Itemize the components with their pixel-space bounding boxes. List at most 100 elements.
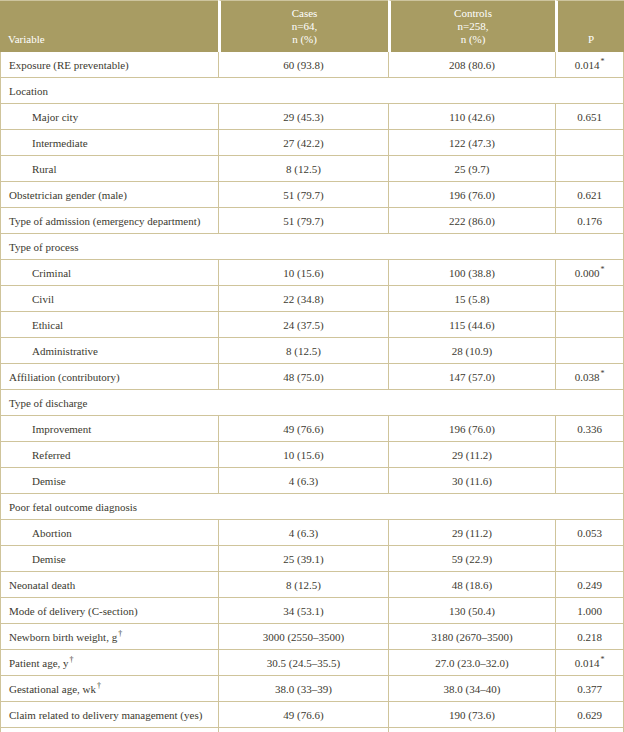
cases-cell: 49 (76.6) <box>218 416 388 442</box>
variable-cell: Type of admission (emergency department) <box>0 208 218 234</box>
variable-cell: Criminal <box>0 260 218 286</box>
table-row: Improvement49 (76.6)196 (76.0)0.336 <box>0 416 624 442</box>
p-value-cell <box>555 286 624 312</box>
variable-cell: Claim related to delivery management (ye… <box>0 702 218 728</box>
cases-cell: 3000 (2550–3500) <box>218 624 388 650</box>
variable-cell: Exposure (RE preventable) <box>0 52 218 78</box>
p-value-cell: 0.038* <box>555 364 624 390</box>
controls-cell: 122 (47.3) <box>388 130 555 156</box>
table-row: Patient age, y†30.5 (24.5–35.5)27.0 (23.… <box>0 650 624 676</box>
cases-cell: 8 (12.5) <box>218 156 388 182</box>
p-value-cell: 0.249 <box>555 572 624 598</box>
table-row: Age of physician, y†41.0 (38–47)41.0 (36… <box>0 728 624 732</box>
controls-cell: 100 (38.8) <box>388 260 555 286</box>
p-value-cell: 0.000* <box>555 260 624 286</box>
cases-cell: 30.5 (24.5–35.5) <box>218 650 388 676</box>
variable-cell: Major city <box>0 104 218 130</box>
variable-cell: Civil <box>0 286 218 312</box>
table-row: Intermediate27 (42.2)122 (47.3) <box>0 130 624 156</box>
cases-cell: 8 (12.5) <box>218 572 388 598</box>
variable-cell: Gestational age, wk† <box>0 676 218 702</box>
cases-cell: 24 (37.5) <box>218 312 388 338</box>
asterisk-mark: * <box>600 57 604 66</box>
p-value-cell: 0.218 <box>555 624 624 650</box>
paper-table-page: Variable Cases n=64, n (%) Controls n=25… <box>0 0 624 732</box>
controls-cell: 38.0 (34–40) <box>388 676 555 702</box>
p-value-cell: 0.336 <box>555 416 624 442</box>
header-controls: Controls n=258, n (%) <box>388 0 555 52</box>
dagger-mark: † <box>118 629 122 638</box>
controls-cell: 29 (11.2) <box>388 442 555 468</box>
cases-cell: 25 (39.1) <box>218 546 388 572</box>
table-row: Affiliation (contributory)48 (75.0)147 (… <box>0 364 624 390</box>
section-row: Location <box>0 78 624 104</box>
controls-cell: 48 (18.6) <box>388 572 555 598</box>
variable-cell: Neonatal death <box>0 572 218 598</box>
table-row: Type of admission (emergency department)… <box>0 208 624 234</box>
table-row: Mode of delivery (C-section)34 (53.1)130… <box>0 598 624 624</box>
table-row: Civil22 (34.8)15 (5.8) <box>0 286 624 312</box>
table-row: Demise25 (39.1)59 (22.9) <box>0 546 624 572</box>
asterisk-mark: * <box>600 655 604 664</box>
cases-cell: 10 (15.6) <box>218 260 388 286</box>
cases-cell: 38.0 (33–39) <box>218 676 388 702</box>
p-value-cell <box>555 156 624 182</box>
cases-cell: 34 (53.1) <box>218 598 388 624</box>
table-row: Claim related to delivery management (ye… <box>0 702 624 728</box>
p-value-cell: 0.651 <box>555 104 624 130</box>
variable-cell: Ethical <box>0 312 218 338</box>
controls-cell: 196 (76.0) <box>388 416 555 442</box>
table-row: Abortion4 (6.3)29 (11.2)0.053 <box>0 520 624 546</box>
controls-cell: 29 (11.2) <box>388 520 555 546</box>
p-value-cell <box>555 442 624 468</box>
p-value-cell: 0.621 <box>555 182 624 208</box>
controls-cell: 196 (76.0) <box>388 182 555 208</box>
variable-cell: Mode of delivery (C-section) <box>0 598 218 624</box>
cases-cell: 22 (34.8) <box>218 286 388 312</box>
cases-cell: 8 (12.5) <box>218 338 388 364</box>
controls-cell: 222 (86.0) <box>388 208 555 234</box>
variable-cell: Demise <box>0 546 218 572</box>
cases-cell: 29 (45.3) <box>218 104 388 130</box>
p-value-cell: 0.629 <box>555 702 624 728</box>
p-value-cell <box>555 546 624 572</box>
table-row: Ethical24 (37.5)115 (44.6) <box>0 312 624 338</box>
variable-cell: Obstetrician gender (male) <box>0 182 218 208</box>
table-row: Gestational age, wk†38.0 (33–39)38.0 (34… <box>0 676 624 702</box>
p-value-cell: 0.531 <box>555 728 624 732</box>
controls-cell: 110 (42.6) <box>388 104 555 130</box>
section-label: Poor fetal outcome diagnosis <box>0 494 624 520</box>
table-row: Newborn birth weight, g†3000 (2550–3500)… <box>0 624 624 650</box>
variable-cell: Rural <box>0 156 218 182</box>
cases-cell: 10 (15.6) <box>218 442 388 468</box>
section-row: Poor fetal outcome diagnosis <box>0 494 624 520</box>
cases-cell: 4 (6.3) <box>218 468 388 494</box>
section-label: Location <box>0 78 624 104</box>
controls-cell: 3180 (2670–3500) <box>388 624 555 650</box>
controls-cell: 28 (10.9) <box>388 338 555 364</box>
variable-cell: Referred <box>0 442 218 468</box>
dagger-mark: † <box>97 681 101 690</box>
controls-cell: 41.0 (36.0–47.0) <box>388 728 555 732</box>
section-label: Type of process <box>0 234 624 260</box>
p-value-cell: 0.176 <box>555 208 624 234</box>
table-row: Rural8 (12.5)25 (9.7) <box>0 156 624 182</box>
variable-cell: Age of physician, y† <box>0 728 218 732</box>
cases-cell: 41.0 (38–47) <box>218 728 388 732</box>
controls-cell: 208 (80.6) <box>388 52 555 78</box>
p-value-cell <box>555 130 624 156</box>
p-value-cell: 1.000 <box>555 598 624 624</box>
table-row: Referred10 (15.6)29 (11.2) <box>0 442 624 468</box>
variable-cell: Administrative <box>0 338 218 364</box>
section-row: Type of process <box>0 234 624 260</box>
table-row: Criminal10 (15.6)100 (38.8)0.000* <box>0 260 624 286</box>
variable-cell: Improvement <box>0 416 218 442</box>
table-row: Exposure (RE preventable)60 (93.8)208 (8… <box>0 52 624 78</box>
header-cases: Cases n=64, n (%) <box>218 0 388 52</box>
p-value-cell <box>555 312 624 338</box>
cases-cell: 60 (93.8) <box>218 52 388 78</box>
p-value-cell: 0.053 <box>555 520 624 546</box>
table-row: Neonatal death8 (12.5)48 (18.6)0.249 <box>0 572 624 598</box>
controls-cell: 25 (9.7) <box>388 156 555 182</box>
cases-cell: 51 (79.7) <box>218 208 388 234</box>
